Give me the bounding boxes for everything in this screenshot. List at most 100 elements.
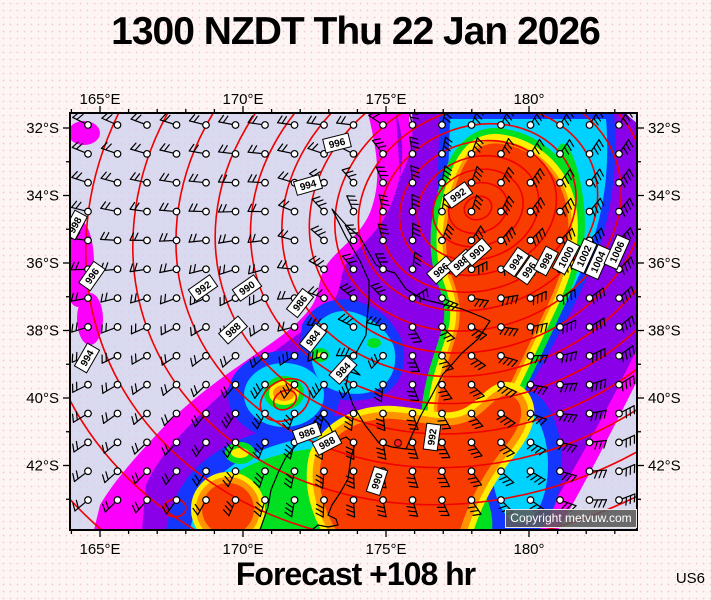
wind-barb [467, 225, 486, 245]
isobar-label: 988 [311, 430, 343, 456]
svg-text:994: 994 [299, 178, 318, 193]
wind-barb [526, 168, 545, 188]
wind-barb [526, 113, 545, 129]
wind-barb [129, 201, 151, 216]
wind-barb [556, 467, 577, 483]
wind-barb [309, 380, 328, 399]
wind-barb [615, 197, 634, 217]
wind-barb [467, 137, 484, 158]
wind-barb [497, 137, 515, 158]
svg-text:992: 992 [426, 428, 439, 446]
wind-barb [129, 172, 151, 187]
wind-barb [100, 141, 122, 158]
wind-barb [218, 114, 240, 129]
wind-barb [615, 168, 634, 188]
svg-text:165°E: 165°E [79, 541, 120, 558]
svg-text:180°: 180° [513, 91, 544, 108]
wind-barb [497, 294, 519, 306]
wind-barb [467, 294, 489, 308]
model-code-label: US6 [675, 570, 705, 587]
wind-barb [71, 409, 92, 423]
wind-barb [277, 115, 299, 129]
svg-text:40°S: 40°S [26, 390, 59, 407]
wind-barb [189, 323, 210, 337]
wind-barb [496, 409, 516, 428]
wind-barb [315, 467, 328, 489]
wind-barb [408, 288, 429, 303]
ship-observation-station [393, 438, 403, 448]
wind-barb [370, 282, 387, 303]
wind-barb [101, 351, 122, 364]
wind-barb [190, 380, 210, 398]
wind-barb [307, 349, 328, 362]
wind-barb [345, 438, 358, 460]
isobar-label: 994 [292, 174, 324, 196]
wind-barb [346, 195, 359, 216]
wind-barb [437, 438, 451, 459]
south-island-coast [259, 414, 356, 530]
wind-barb [497, 166, 515, 187]
wind-barb [277, 229, 299, 245]
wind-barb [159, 113, 181, 129]
wind-barb [556, 139, 575, 158]
wind-barb [277, 143, 299, 158]
yellow-spot [225, 442, 255, 464]
rain-green-spot [367, 338, 381, 348]
forecast-hour-label: Forecast +108 hr [235, 556, 476, 592]
wind-barb [277, 321, 299, 332]
svg-text:996: 996 [328, 137, 347, 152]
wind-barb [129, 262, 151, 274]
wind-barb [191, 438, 210, 457]
wind-barb [70, 291, 92, 303]
wind-barb [159, 143, 181, 158]
wind-barb [222, 467, 240, 488]
wind-barb [250, 380, 269, 399]
wind-barb [101, 409, 122, 424]
wind-barb [615, 463, 636, 477]
wind-barb [556, 351, 578, 364]
wind-barb [497, 380, 517, 398]
wind-barb [160, 380, 181, 396]
wind-barb [100, 292, 122, 303]
wind-barb [190, 351, 210, 367]
wind-barb [436, 467, 450, 488]
north-island-coast [331, 208, 491, 450]
wind-barb [556, 319, 577, 335]
wind-barb [407, 351, 420, 372]
svg-text:32°S: 32°S [26, 120, 59, 137]
wind-barb [367, 351, 387, 369]
wind-barb [192, 467, 210, 487]
wind-barb [467, 409, 484, 430]
wind-barb [101, 113, 122, 129]
wind-barb [129, 232, 151, 245]
wind-barb [615, 285, 635, 304]
wind-barb [247, 203, 269, 216]
wind-barb [248, 264, 269, 275]
wind-barb [497, 438, 515, 458]
wind-barb [585, 317, 606, 334]
wind-barb [436, 496, 450, 517]
wind-barb [101, 467, 122, 484]
wind-barb [217, 174, 240, 187]
rain-speck [77, 293, 103, 345]
wind-barb [408, 136, 420, 158]
wind-barb [341, 167, 358, 187]
wind-barb [284, 467, 299, 489]
wind-barb [406, 438, 419, 460]
wind-barb [438, 351, 454, 372]
wind-barb [188, 114, 210, 129]
wind-barb [408, 251, 423, 274]
wind-barb [467, 467, 483, 488]
wind-barb [338, 380, 358, 399]
wind-barb [345, 496, 358, 518]
wind-barb [375, 166, 389, 187]
wind-barb [71, 170, 92, 187]
wind-barb [309, 168, 328, 187]
wind-barb [615, 139, 634, 158]
wind-barb [406, 409, 419, 431]
wind-barb [335, 347, 358, 360]
isobar-label: 998 [533, 245, 559, 277]
wind-barb [130, 142, 151, 158]
wind-barb [526, 322, 548, 335]
wind-barb [526, 380, 548, 395]
